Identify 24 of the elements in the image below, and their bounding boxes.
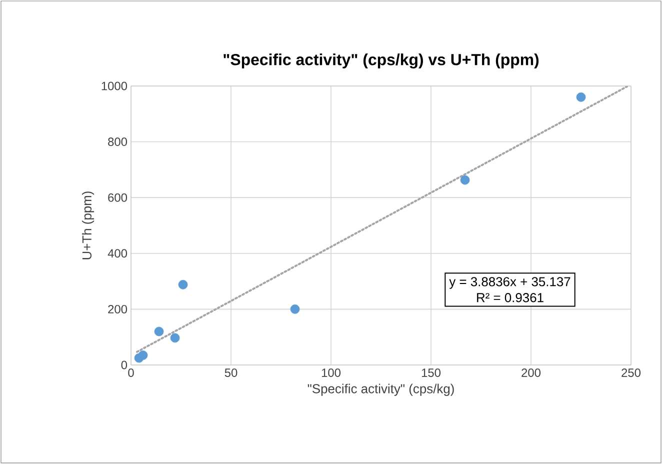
point xyxy=(134,353,144,363)
point xyxy=(460,175,470,185)
chart-title: "Specific activity" (cps/kg) vs U+Th (ppm) xyxy=(224,54,539,68)
y-tick-label: 200 xyxy=(108,304,128,314)
y-axis-title: U+Th (ppm) xyxy=(82,192,94,260)
y-tick-label: 600 xyxy=(108,193,128,202)
y-tick-label: 1000 xyxy=(102,82,128,90)
annotation: y = 3.8836x + 35.137 xyxy=(449,277,570,289)
point xyxy=(290,304,300,314)
x-tick-label: 200 xyxy=(522,368,541,377)
x-tick-label: 150 xyxy=(422,368,441,377)
x-tick-label: 100 xyxy=(322,368,341,377)
point xyxy=(170,333,180,343)
point xyxy=(154,326,164,336)
point xyxy=(576,92,586,102)
x-tick-label: 0 xyxy=(128,368,134,377)
y-tick-label: 0 xyxy=(121,360,128,370)
x-tick-label: 250 xyxy=(622,368,641,377)
x-axis-title: "Specific activity" (cps/kg) xyxy=(308,384,454,396)
x-tick-label: 50 xyxy=(224,368,238,377)
annotation: R² = 0.9361 xyxy=(477,293,544,302)
y-tick-label: 800 xyxy=(108,138,128,146)
y-tick-label: 400 xyxy=(108,249,128,258)
point xyxy=(178,280,188,290)
